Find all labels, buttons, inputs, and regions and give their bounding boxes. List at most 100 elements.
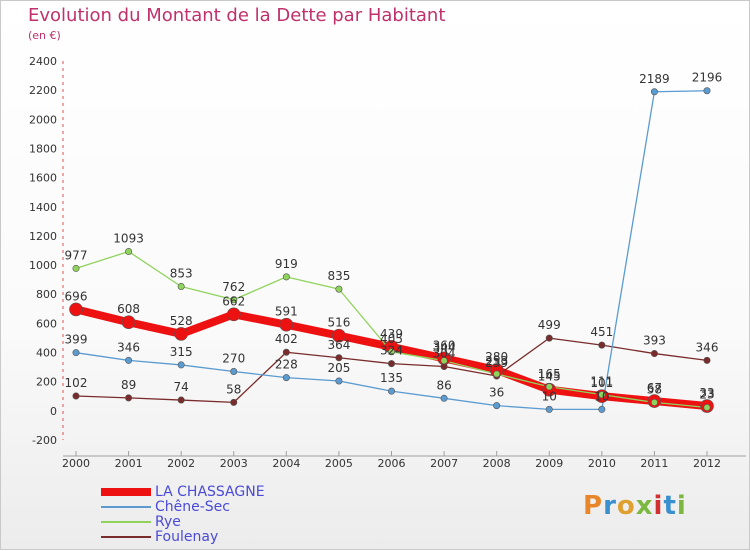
y-tick-label: 2400	[29, 55, 57, 68]
y-tick-label: 1600	[29, 172, 57, 185]
data-label-chene-sec: 228	[275, 358, 298, 372]
data-label-foulenay: 89	[121, 378, 136, 392]
data-label-chene-sec: 2196	[692, 71, 723, 85]
logo-letter: i	[653, 491, 664, 521]
legend: LA CHASSAGNE Chêne-Sec Rye Foulenay	[101, 485, 321, 545]
legend-label-chene-sec: Chêne-Sec	[155, 499, 230, 515]
x-tick-label: 2001	[115, 457, 143, 470]
data-point-chene-sec	[125, 356, 133, 364]
data-label-la-chassagne: 696	[65, 289, 88, 303]
x-tick-label: 2010	[588, 457, 616, 470]
data-label-foulenay: 451	[590, 325, 613, 339]
y-tick-label: 2000	[29, 113, 57, 126]
legend-item-la-chassagne: LA CHASSAGNE	[101, 485, 321, 500]
data-point-chene-sec	[177, 361, 185, 369]
x-tick-label: 2011	[640, 457, 668, 470]
y-tick-label: 200	[36, 376, 57, 389]
data-point-chene-sec	[440, 394, 448, 402]
y-tick-label: 600	[36, 317, 57, 330]
x-tick-label: 2002	[167, 457, 195, 470]
data-label-la-chassagne: 67	[647, 381, 662, 395]
legend-item-chene-sec: Chêne-Sec	[101, 500, 321, 515]
data-label-la-chassagne: 591	[275, 305, 298, 319]
data-label-chene-sec: 270	[222, 351, 245, 365]
data-label-la-chassagne: 662	[222, 294, 245, 308]
data-label-foulenay: 499	[538, 318, 561, 332]
data-label-rye: 977	[65, 248, 88, 262]
data-label-foulenay: 346	[696, 340, 719, 354]
data-label-chene-sec: 2189	[639, 72, 670, 86]
data-label-foulenay: 402	[275, 332, 298, 346]
y-tick-label: 1800	[29, 142, 57, 155]
data-label-chene-sec: 399	[65, 333, 88, 347]
data-label-chene-sec: 86	[436, 378, 451, 392]
data-point-rye	[545, 383, 553, 391]
data-point-foulenay	[440, 363, 448, 371]
data-point-foulenay	[335, 354, 343, 362]
data-label-foulenay: 102	[65, 376, 88, 390]
data-label-chene-sec: 10	[542, 389, 557, 403]
data-label-rye: 58	[647, 382, 662, 396]
x-tick-label: 2003	[220, 457, 248, 470]
data-point-foulenay	[545, 334, 553, 342]
logo-letter: i	[676, 491, 687, 521]
data-point-la-chassagne	[174, 327, 188, 341]
data-label-foulenay: 239	[485, 356, 508, 370]
y-tick-label: 1000	[29, 259, 57, 272]
data-label-rye: 405	[380, 332, 403, 346]
data-label-rye: 919	[275, 257, 298, 271]
y-tick-label: 800	[36, 288, 57, 301]
data-label-rye: 23	[699, 387, 714, 401]
data-point-rye	[282, 273, 290, 281]
data-point-chene-sec	[387, 387, 395, 395]
data-point-la-chassagne	[332, 328, 346, 343]
data-point-chene-sec	[72, 349, 80, 357]
data-point-la-chassagne	[279, 317, 294, 332]
data-label-la-chassagne: 360	[433, 338, 456, 352]
data-point-chene-sec	[230, 367, 238, 375]
data-label-chene-sec: 346	[117, 340, 140, 354]
data-point-rye	[335, 285, 343, 293]
x-tick-label: 2000	[62, 457, 90, 470]
data-point-rye	[703, 403, 711, 411]
data-label-rye: 835	[327, 269, 350, 283]
data-label-foulenay: 393	[643, 334, 666, 348]
data-label-rye: 253	[485, 354, 508, 368]
data-label-rye: 853	[170, 267, 193, 281]
data-point-rye	[230, 296, 238, 304]
data-point-chene-sec	[493, 402, 501, 410]
legend-label-la-chassagne: LA CHASSAGNE	[155, 484, 265, 500]
y-tick-label: 400	[36, 347, 57, 360]
y-tick-label: -200	[32, 434, 57, 447]
data-label-la-chassagne: 608	[117, 302, 140, 316]
x-tick-label: 2009	[535, 457, 563, 470]
data-point-foulenay	[650, 350, 658, 358]
data-point-rye	[440, 357, 448, 365]
data-label-foulenay: 58	[226, 382, 241, 396]
data-point-foulenay	[177, 396, 185, 404]
data-point-rye	[493, 370, 501, 378]
data-point-chene-sec	[650, 88, 658, 96]
data-label-la-chassagne: 280	[485, 350, 508, 364]
data-label-rye: 165	[538, 367, 561, 381]
data-point-chene-sec	[282, 374, 290, 382]
x-tick-label: 2006	[378, 457, 406, 470]
legend-item-rye: Rye	[101, 515, 321, 530]
data-label-la-chassagne: 101	[590, 376, 613, 390]
data-point-foulenay	[72, 392, 80, 400]
data-label-chene-sec: 10	[594, 389, 609, 403]
legend-label-foulenay: Foulenay	[155, 529, 219, 545]
data-point-foulenay	[125, 394, 133, 402]
x-tick-label: 2007	[430, 457, 458, 470]
data-point-foulenay	[282, 348, 290, 356]
data-point-foulenay	[598, 341, 606, 349]
data-point-la-chassagne	[69, 302, 83, 317]
data-label-foulenay: 324	[380, 344, 403, 358]
data-label-rye: 1093	[113, 232, 144, 246]
legend-label-rye: Rye	[155, 514, 181, 530]
x-tick-label: 2004	[272, 457, 300, 470]
data-label-la-chassagne: 33	[699, 386, 714, 400]
data-label-la-chassagne: 145	[538, 370, 561, 384]
